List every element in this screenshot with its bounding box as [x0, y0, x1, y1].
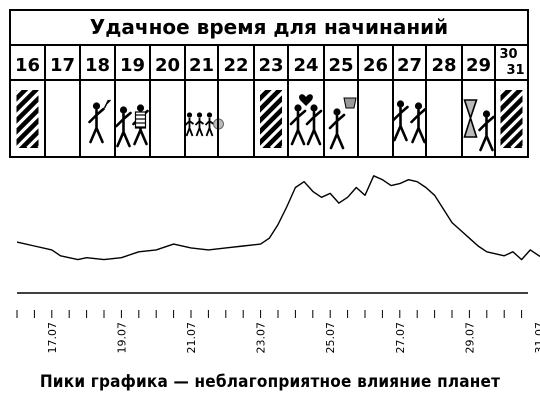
- day-label: 31: [506, 63, 524, 78]
- x-axis-ticks: 17.07 19.07 21.07 23.07 25.07 27.07 29.07 31.07: [16, 310, 540, 354]
- day-label: 27: [397, 55, 422, 76]
- figure-trophy-icon: [328, 97, 357, 150]
- day-label: 19: [120, 55, 145, 76]
- x-tick-label: 19.07: [115, 322, 128, 354]
- x-tick-label: 31.07: [533, 322, 540, 354]
- figures-handshake-icon: [392, 100, 427, 144]
- x-tick-label: 23.07: [255, 322, 268, 354]
- day-label: 20: [155, 55, 180, 76]
- day-label: 16: [15, 55, 40, 76]
- day-label: 26: [363, 55, 388, 76]
- hatched-box-icon: [260, 90, 282, 148]
- figures-love-icon: [289, 94, 323, 146]
- figures-walking-icon: [184, 112, 224, 137]
- x-tick-label: 25.07: [324, 322, 337, 354]
- chart-caption: Пики графика — неблагоприятное влияние п…: [39, 372, 501, 392]
- day-label: 18: [85, 55, 110, 76]
- day-label: 30: [499, 47, 517, 62]
- influence-chart: 17.07 19.07 21.07 23.07 25.07 27.07 29.07 31.07: [16, 175, 540, 354]
- x-tick-label: 29.07: [463, 322, 476, 354]
- x-tick-label: 21.07: [185, 322, 198, 354]
- day-label: 22: [223, 55, 248, 76]
- figure-hourglass-icon: [463, 99, 495, 152]
- day-label: 25: [328, 55, 353, 76]
- figure-cheering-icon: [88, 99, 111, 144]
- figures-celebrating-icon: [115, 104, 149, 148]
- day-label: 21: [189, 55, 214, 76]
- day-label: 28: [431, 55, 456, 76]
- calendar-table: Удачное время для начинаний 16 17 18 19 20 21…: [9, 9, 529, 158]
- x-tick-label: 17.07: [46, 322, 59, 354]
- day-label: 17: [50, 55, 75, 76]
- hatched-box-icon: [500, 90, 523, 148]
- calendar-title: Удачное время для начинаний: [90, 15, 448, 39]
- hatched-box-icon: [16, 90, 39, 148]
- series-line: [16, 175, 540, 261]
- day-label: 29: [466, 55, 491, 76]
- day-label: 24: [293, 55, 318, 76]
- day-label: 23: [258, 55, 283, 76]
- x-tick-label: 27.07: [394, 322, 407, 354]
